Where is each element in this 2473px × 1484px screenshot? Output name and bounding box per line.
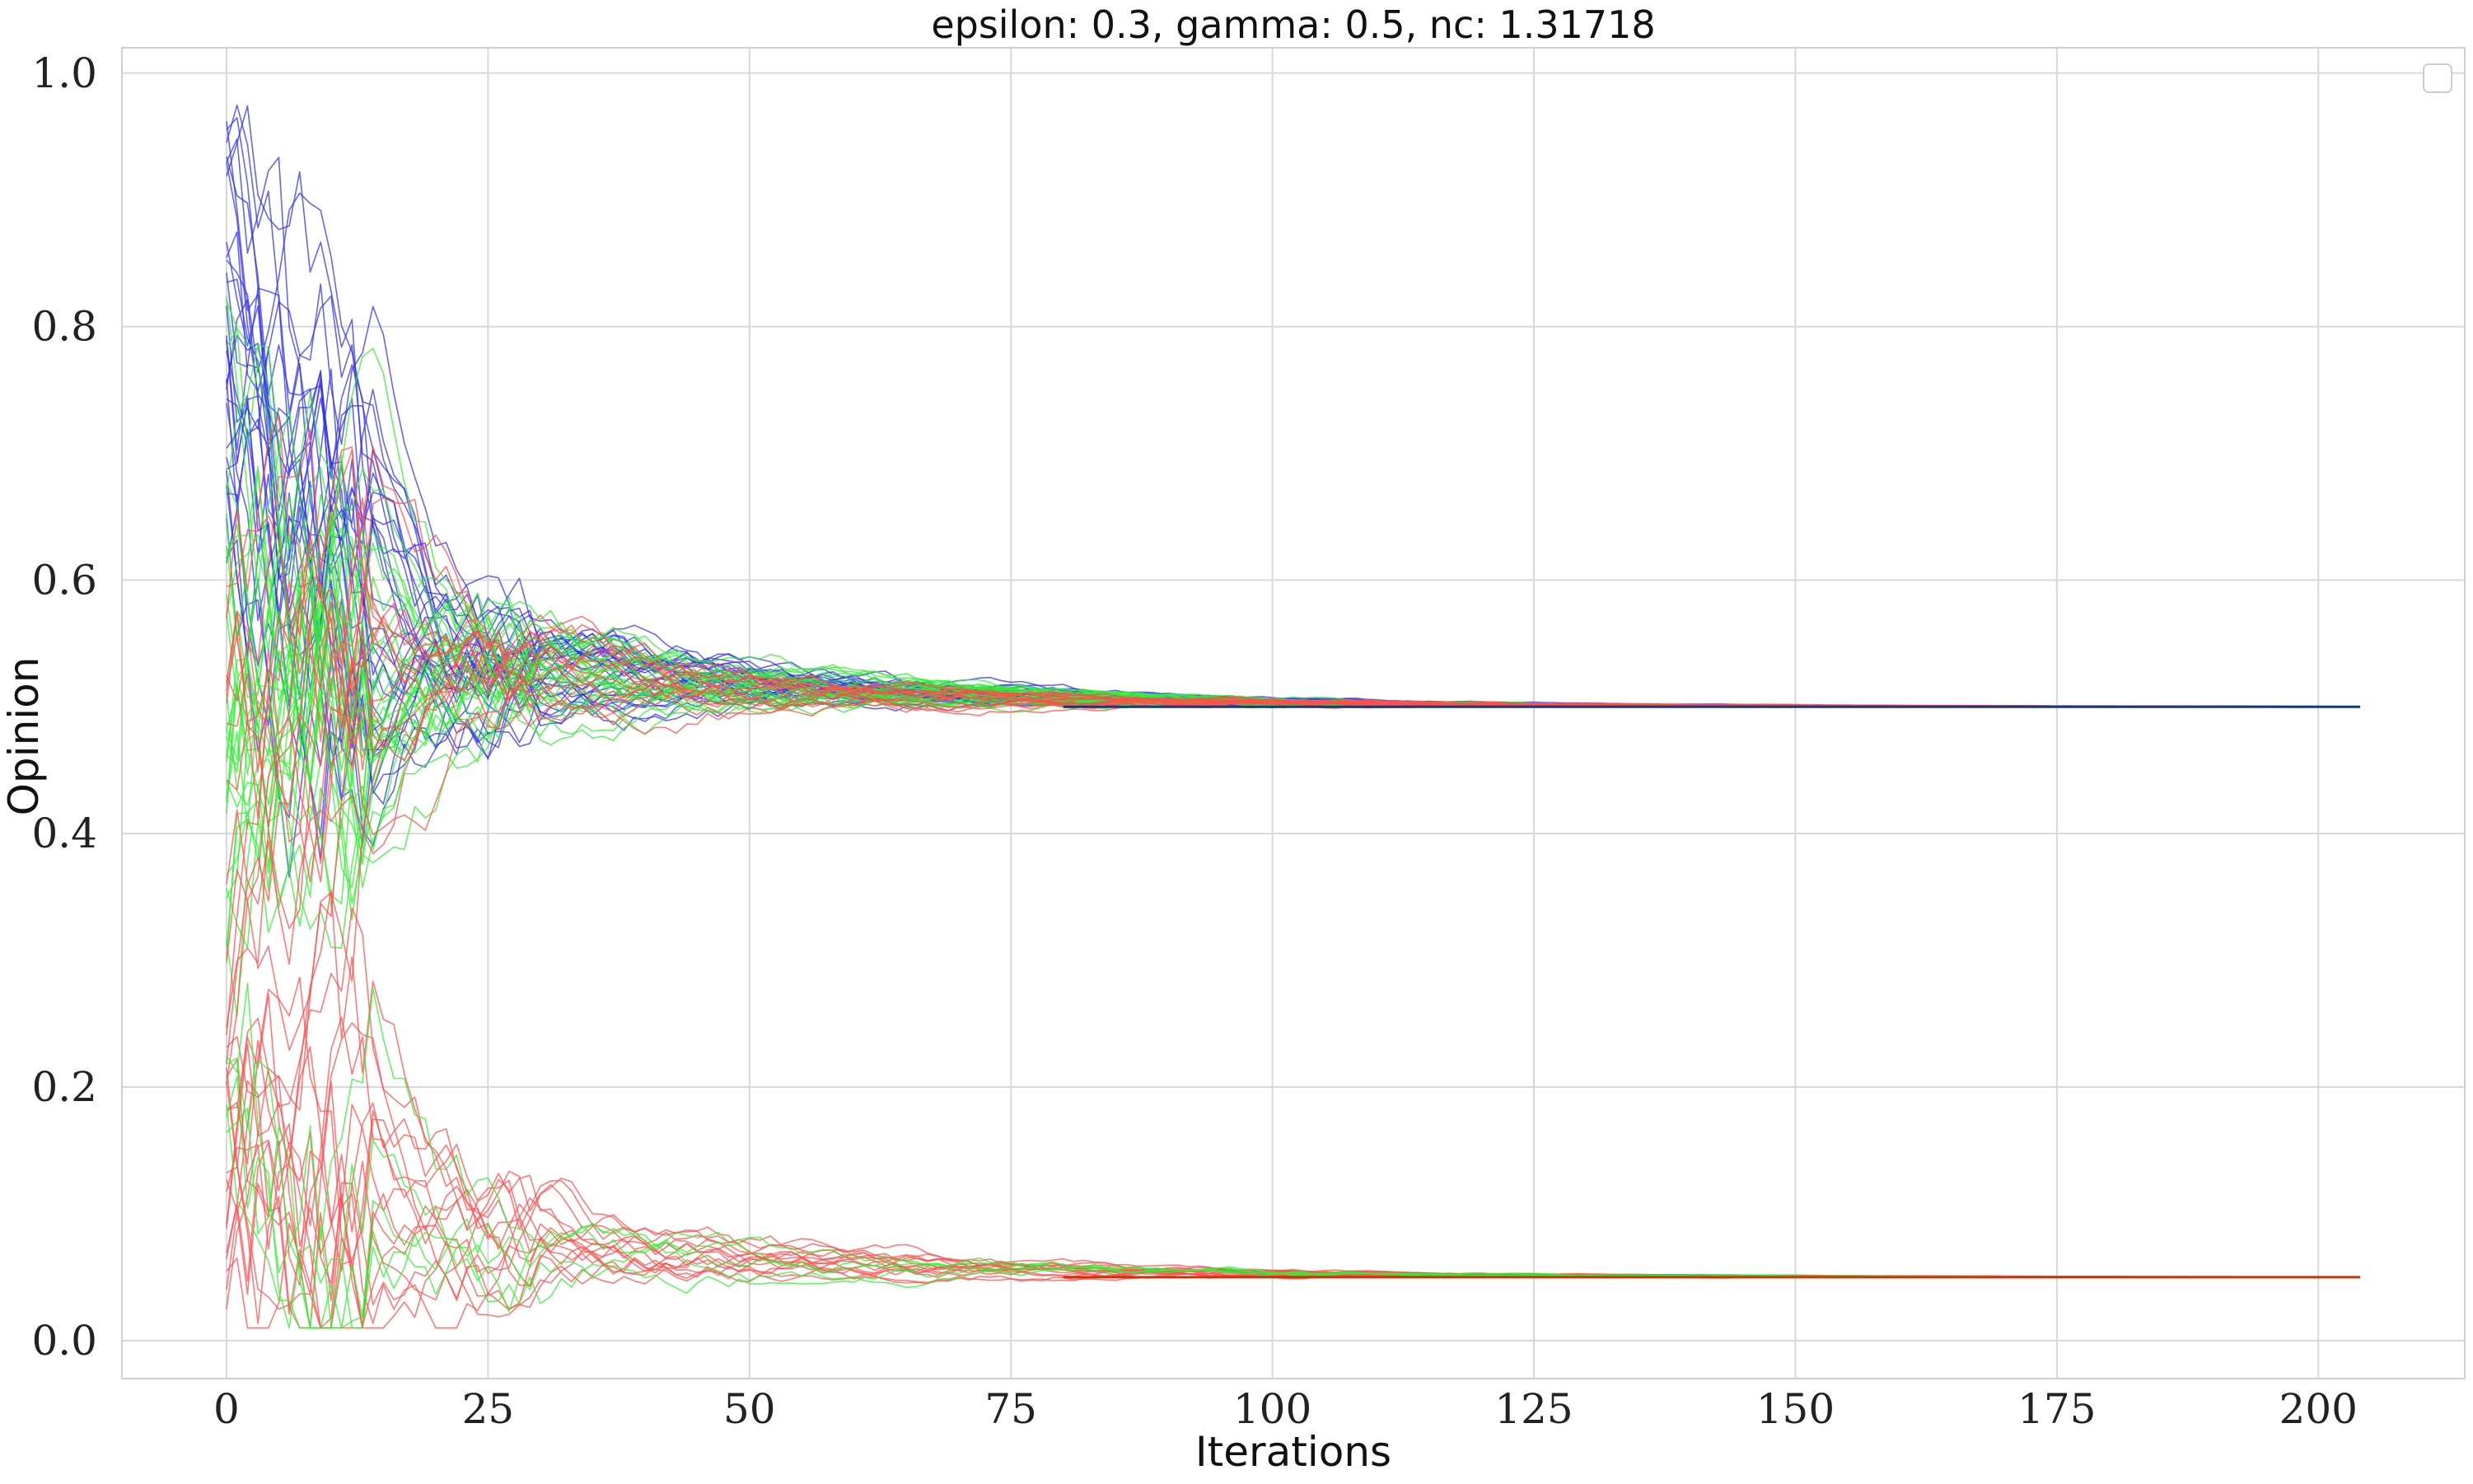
y-tick-label: 0.2 bbox=[31, 1063, 97, 1111]
x-tick-label: 0 bbox=[213, 1385, 240, 1433]
legend-box bbox=[2423, 63, 2452, 93]
x-tick-label: 25 bbox=[462, 1385, 515, 1433]
x-tick-label: 50 bbox=[723, 1385, 776, 1433]
x-tick-label: 100 bbox=[1233, 1385, 1311, 1433]
x-tick-label: 75 bbox=[984, 1385, 1037, 1433]
y-tick-label: 0.4 bbox=[31, 810, 97, 857]
x-tick-label: 125 bbox=[1494, 1385, 1573, 1433]
grid-lines bbox=[122, 48, 2465, 1379]
y-tick-label: 0.6 bbox=[31, 556, 97, 604]
y-axis-label: Opinion bbox=[0, 657, 48, 816]
x-tick-label: 200 bbox=[2279, 1385, 2358, 1433]
chart-title: epsilon: 0.3, gamma: 0.5, nc: 1.31718 bbox=[931, 2, 1655, 47]
y-tick-label: 1.0 bbox=[31, 49, 97, 97]
plot-frame bbox=[121, 47, 2466, 1379]
converged-lines bbox=[1063, 705, 2361, 1279]
x-tick-label: 175 bbox=[2017, 1385, 2096, 1433]
y-tick-label: 0.8 bbox=[31, 303, 97, 351]
x-tick-label: 150 bbox=[1756, 1385, 1835, 1433]
tick-labels: 0 25 50 75 100 125 150 175 200 0.0 0.2 0.4 0.6 0.8 1.0 bbox=[31, 49, 2358, 1433]
y-tick-label: 0.0 bbox=[31, 1317, 97, 1365]
x-axis-label: Iterations bbox=[1195, 1428, 1391, 1476]
